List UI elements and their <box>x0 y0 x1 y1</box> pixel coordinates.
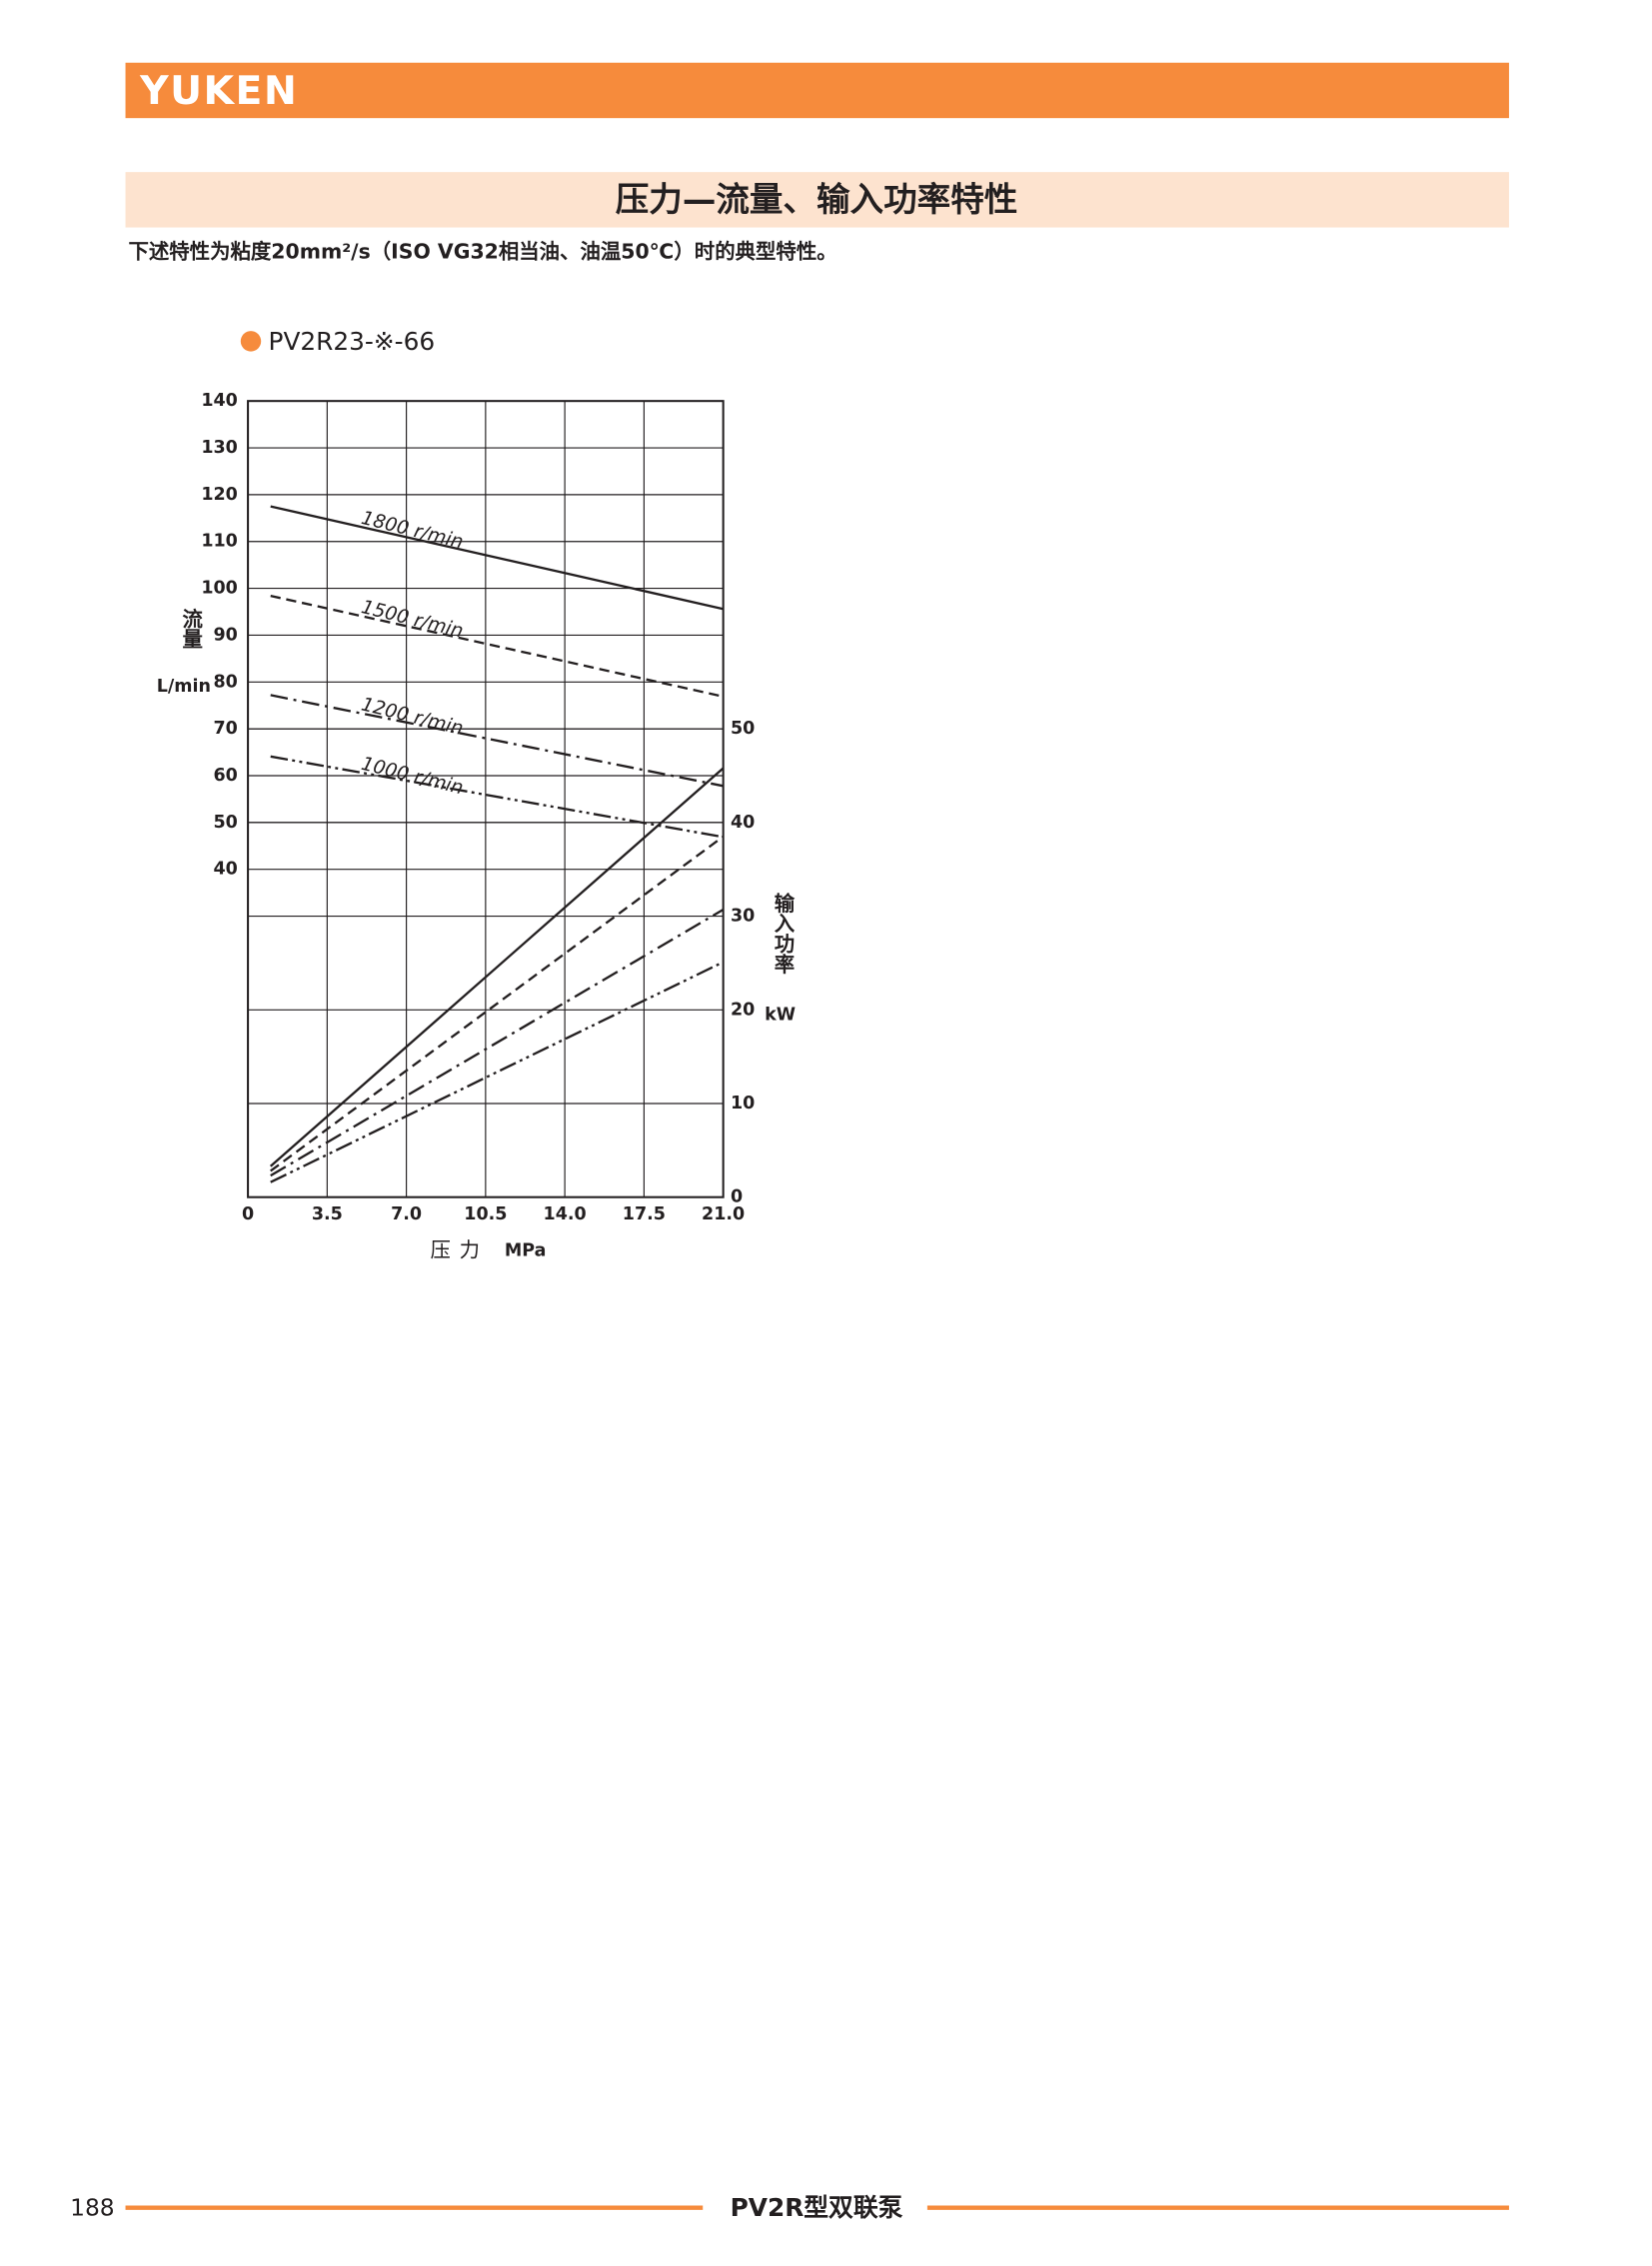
x-tick-label: 21.0 <box>702 1204 745 1224</box>
header-bar <box>125 62 1509 119</box>
y2-tick-label: 30 <box>731 907 755 927</box>
y-tick-label: 50 <box>214 813 238 833</box>
y2-axis-unit: kW <box>765 1005 796 1025</box>
page-number: 188 <box>70 2194 115 2222</box>
line-annotation: 1000 r/min <box>359 753 465 800</box>
y-tick-label: 80 <box>214 672 238 692</box>
y2-tick-label: 10 <box>731 1094 755 1114</box>
line-annotation: 1800 r/min <box>359 507 465 554</box>
x-tick-label: 14.0 <box>544 1204 587 1224</box>
x-tick-label: 17.5 <box>623 1204 666 1224</box>
x-tick-label: 3.5 <box>312 1204 343 1224</box>
y2-tick-label: 0 <box>731 1187 743 1207</box>
plot: 0 3.5 7.0 10.5 14.0 17.5 21.040506070809010011… <box>201 391 755 1224</box>
x-axis-label: 压力 <box>430 1238 488 1262</box>
y-tick-label: 120 <box>201 485 238 505</box>
series-line <box>270 909 725 1177</box>
y2-tick-label: 40 <box>731 813 755 833</box>
y-tick-label: 140 <box>201 391 238 411</box>
series-line <box>270 694 724 788</box>
footer-product: PV2R型双联泵 <box>731 2193 903 2222</box>
series-line <box>269 767 725 1167</box>
y-tick-label: 130 <box>201 438 238 458</box>
x-tick-label: 10.5 <box>464 1204 507 1224</box>
logo: YUKEN <box>139 68 298 114</box>
y-axis-unit: L/min <box>157 677 211 697</box>
x-tick-label: 0 <box>242 1204 254 1224</box>
y-axis-label: 流量 <box>179 607 203 649</box>
title-bar <box>125 172 1509 228</box>
y-tick-label: 100 <box>201 579 238 599</box>
series-line <box>270 755 724 839</box>
note: 下述特性为粘度20mm²/s（ISO VG32相当油、油温50℃）时的典型特性。 <box>128 239 836 263</box>
y-tick-label: 40 <box>214 860 238 880</box>
y2-tick-label: 50 <box>731 719 755 739</box>
series-line <box>270 961 725 1183</box>
series-line <box>270 835 725 1172</box>
legend-dot <box>240 331 262 352</box>
y-tick-label: 70 <box>214 719 238 739</box>
plot-frame <box>247 400 725 1198</box>
page-title: 压力—流量、输入功率特性 <box>616 180 1018 219</box>
x-tick-label: 7.0 <box>391 1204 422 1224</box>
series-line <box>270 505 724 611</box>
y-tick-label: 60 <box>214 766 238 786</box>
series-line <box>270 594 724 698</box>
line-annotation: 1200 r/min <box>359 694 465 741</box>
y2-tick-label: 20 <box>731 1000 755 1020</box>
y-tick-label: 90 <box>214 625 238 645</box>
x-axis-unit: MPa <box>505 1241 547 1261</box>
chart-subtitle: PV2R23-※-66 <box>269 327 436 356</box>
y-tick-label: 110 <box>201 532 238 552</box>
y2-axis-label: 输入功率 <box>771 892 795 975</box>
